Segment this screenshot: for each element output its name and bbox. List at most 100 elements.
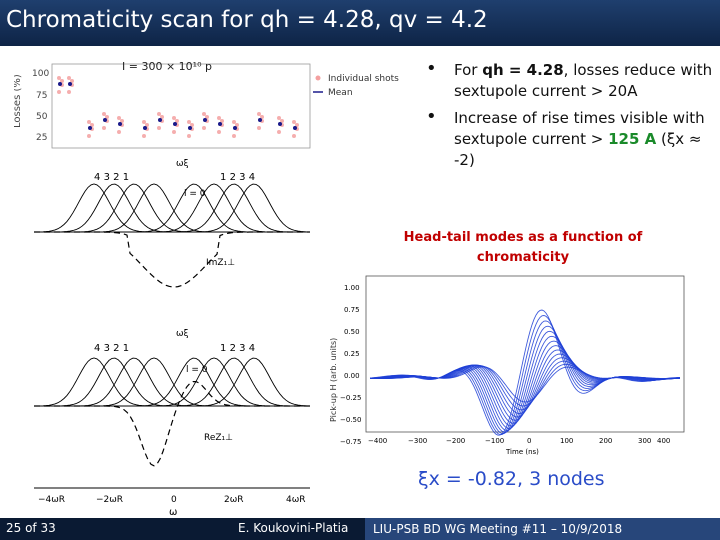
shot-point — [260, 115, 264, 119]
headtail-curves — [33, 183, 310, 467]
xtick-m2: −2ωR — [96, 495, 123, 505]
pickup-plot: Pick-up H (arb. units) 1.00 0.75 0.50 0.… — [329, 275, 685, 456]
pickup-traces — [369, 309, 681, 436]
shot-point — [157, 112, 161, 116]
bottom-modes-right: 1 2 3 4 — [220, 343, 255, 354]
shot-point — [232, 120, 236, 124]
svg-text:100: 100 — [560, 437, 573, 445]
shot-point — [292, 120, 296, 124]
legend-shots-marker — [315, 75, 321, 81]
shot-point — [117, 116, 121, 120]
bullet-2: • Increase of rise times visible with se… — [426, 106, 705, 169]
footer: 25 of 33 E. Koukovini-Platia LIU-PSB BD … — [0, 518, 720, 540]
shot-point — [292, 134, 296, 138]
page-title: Chromaticity scan for qh = 4.28, qv = 4.… — [6, 7, 488, 33]
l-zero-bottom: l = 0 — [186, 365, 208, 375]
pickup-xlabel: Time (ns) — [505, 448, 539, 456]
omega-xi-bottom: ωξ — [176, 329, 189, 339]
shot-point — [87, 134, 91, 138]
xi-label: ξx = -0.82, 3 nodes — [418, 468, 605, 490]
page-number: 25 of 33 — [6, 521, 56, 535]
pickup-trace — [369, 325, 681, 433]
legend-shots: Individual shots — [328, 74, 399, 84]
mean-point — [233, 126, 237, 130]
shot-point — [257, 126, 261, 130]
losses-title: I = 300 × 10¹⁰ p — [122, 60, 212, 73]
meeting-label: LIU-PSB BD WG Meeting #11 – 10/9/2018 — [365, 518, 720, 540]
bullet-1: • For qh = 4.28, losses reduce with sext… — [426, 58, 713, 100]
py-6: −0.25 — [340, 394, 361, 402]
shot-point — [105, 115, 109, 119]
shot-point — [217, 116, 221, 120]
omega-xi-top: ωξ — [176, 159, 189, 169]
shot-point — [190, 123, 194, 127]
py-7: −0.50 — [340, 416, 361, 424]
mean-point — [293, 126, 297, 130]
mean-point — [143, 126, 147, 130]
author: E. Koukovini-Platia — [238, 521, 349, 535]
legend-mean: Mean — [328, 88, 353, 98]
py-2: 0.75 — [344, 306, 360, 314]
rez-label: ReZ₁⊥ — [204, 433, 233, 443]
mean-point — [158, 118, 162, 122]
svg-text:−300: −300 — [408, 437, 427, 445]
shot-point — [277, 130, 281, 134]
shot-point — [70, 79, 74, 83]
shot-point — [57, 76, 61, 80]
shot-point — [87, 120, 91, 124]
xtick-0: 0 — [171, 495, 177, 505]
shot-point — [277, 116, 281, 120]
shot-point — [280, 119, 284, 123]
bullet-list: • For qh = 4.28, losses reduce with sext… — [420, 58, 720, 177]
shot-point — [157, 126, 161, 130]
bottom-modes-left: 4 3 2 1 — [94, 343, 129, 354]
title-bar: Chromaticity scan for qh = 4.28, qv = 4.… — [0, 0, 720, 46]
pickup-ylabel: Pick-up H (arb. units) — [329, 338, 338, 422]
xtick-m4: −4ωR — [38, 495, 65, 505]
ytick-25: 25 — [36, 133, 47, 143]
shot-point — [235, 123, 239, 127]
mean-point — [68, 82, 72, 86]
shot-point — [142, 120, 146, 124]
shot-point — [67, 90, 71, 94]
pickup-frame — [365, 275, 685, 433]
shot-point — [232, 134, 236, 138]
shot-point — [57, 90, 61, 94]
svg-text:−100: −100 — [485, 437, 504, 445]
pickup-trace — [369, 315, 680, 436]
py-5: 0.00 — [344, 372, 360, 380]
pickup-trace — [369, 320, 681, 435]
py-3: 0.50 — [344, 328, 360, 336]
mean-point — [173, 122, 177, 126]
shot-point — [295, 123, 299, 127]
losses-frame — [51, 63, 311, 149]
mean-point — [118, 122, 122, 126]
ytick-100: 100 — [32, 69, 49, 79]
shot-point — [172, 116, 176, 120]
impedance-curve — [34, 381, 310, 467]
ht-xlabel: ω — [169, 507, 177, 518]
pickup-trace — [369, 309, 681, 436]
shot-point — [102, 126, 106, 130]
top-modes-right: 1 2 3 4 — [220, 172, 255, 183]
mean-point — [258, 118, 262, 122]
svg-text:−400: −400 — [368, 437, 387, 445]
mean-point — [188, 126, 192, 130]
shot-point — [202, 126, 206, 130]
headtail-figure: 4 3 2 1 1 2 3 4 4 3 2 1 1 2 3 4 ωξ l = 0… — [33, 159, 310, 518]
mean-point — [278, 122, 282, 126]
mean-point — [88, 126, 92, 130]
xtick-4: 4ωR — [286, 495, 306, 505]
shot-point — [220, 119, 224, 123]
shot-point — [257, 112, 261, 116]
svg-text:300: 300 — [638, 437, 651, 445]
py-8: −0.75 — [340, 438, 361, 446]
top-modes-left: 4 3 2 1 — [94, 172, 129, 183]
svg-text:400: 400 — [657, 437, 670, 445]
headtail-caption: Head-tail modes as a function of chromat… — [403, 230, 643, 265]
shot-point — [205, 115, 209, 119]
ytick-50: 50 — [36, 112, 48, 122]
bullet-dot: • — [426, 58, 437, 79]
shot-point — [67, 76, 71, 80]
bullet-dot: • — [426, 106, 437, 127]
